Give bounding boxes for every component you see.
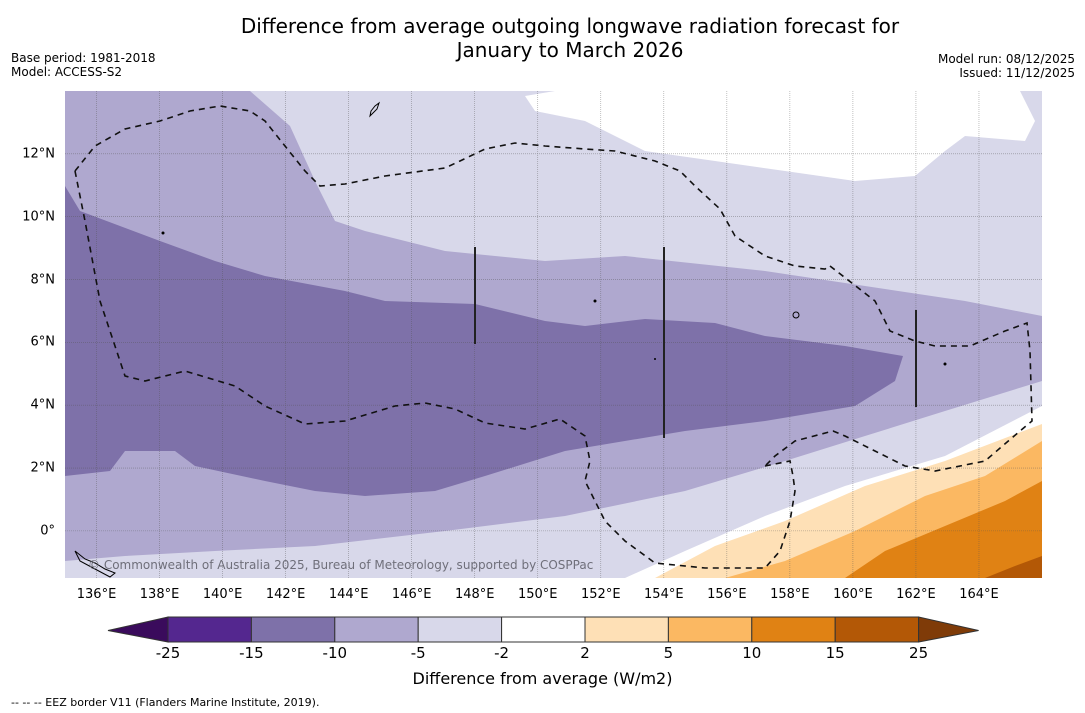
island-dot xyxy=(161,231,165,235)
colorbar-bin xyxy=(667,616,753,643)
island-new-guinea-coast xyxy=(74,550,116,578)
title-line-2: January to March 2026 xyxy=(456,38,684,62)
colorbar-tick-label: 25 xyxy=(909,644,929,662)
y-tick-label: 0° xyxy=(40,523,55,539)
x-tick-label: 142°E xyxy=(265,587,306,602)
model-name: Model: ACCESS-S2 xyxy=(11,65,123,79)
x-tick-label: 154°E xyxy=(644,587,684,602)
x-tick-label: 152°E xyxy=(581,587,621,602)
region-pos15-pos25 xyxy=(985,556,1042,578)
x-tick-label: 138°E xyxy=(139,587,180,602)
colorbar-tick-label: 15 xyxy=(825,644,845,662)
x-tick-label: 158°E xyxy=(770,587,810,602)
map-panel xyxy=(65,91,1042,578)
region-neg15-neg10 xyxy=(65,186,903,496)
x-tick-label: 146°E xyxy=(391,587,432,602)
colorbar-label: Difference from average (W/m2) xyxy=(412,669,673,688)
colorbar-extend-high xyxy=(918,616,979,643)
title-line-1: Difference from average outgoing longwav… xyxy=(240,14,900,38)
colorbar-bin xyxy=(501,616,586,643)
x-tick-label: 148°E xyxy=(454,587,495,602)
colorbar-tick-label: -15 xyxy=(239,644,264,662)
eez-border-south xyxy=(74,170,796,569)
x-tick-label: 136°E xyxy=(76,587,117,602)
island-dot xyxy=(943,362,947,366)
colorbar xyxy=(100,612,980,648)
x-tick-label: 162°E xyxy=(896,587,936,602)
x-tick-label: 140°E xyxy=(202,587,243,602)
colorbar-bin xyxy=(250,616,336,643)
model-info: Base period: 1981-2018 Model: ACCESS-S2 xyxy=(11,51,156,79)
region-pos10-pos15 xyxy=(845,481,1042,578)
colorbar-bin xyxy=(751,616,836,643)
map-svg xyxy=(65,91,1042,578)
y-tick-label: 12°N xyxy=(22,146,55,162)
colorbar-bin xyxy=(334,616,419,643)
colorbar-bin xyxy=(167,616,252,643)
island-pohnpei xyxy=(792,311,800,319)
island-guam xyxy=(369,101,380,118)
eez-border-east xyxy=(764,265,1033,472)
colorbar-bin xyxy=(417,616,503,643)
colorbar-tick-label: 2 xyxy=(580,644,590,662)
issued-date: Issued: 11/12/2025 xyxy=(959,66,1075,80)
y-tick-label: 6°N xyxy=(30,334,56,350)
y-tick-label: 2°N xyxy=(30,460,56,476)
region-neg2-pos2-north xyxy=(525,91,1035,181)
colorbar-tick-label: -10 xyxy=(322,644,348,662)
colorbar-tick-label: -2 xyxy=(494,644,510,662)
eez-footnote: -- -- -- EEZ border V11 (Flanders Marine… xyxy=(11,696,320,709)
copyright-notice: © Commonwealth of Australia 2025, Bureau… xyxy=(88,558,594,572)
colorbar-bin xyxy=(584,616,669,643)
x-tick-label: 144°E xyxy=(328,587,369,602)
eez-border-west xyxy=(74,105,831,270)
colorbar-tick-label: 10 xyxy=(742,644,762,662)
chart-title: Difference from average outgoing longwav… xyxy=(0,14,1085,62)
island-dot xyxy=(654,358,656,360)
y-tick-label: 10°N xyxy=(22,209,55,225)
y-tick-label: 8°N xyxy=(30,272,56,288)
colorbar-tick-label: 5 xyxy=(663,644,674,662)
colorbar-svg xyxy=(107,616,979,643)
colorbar-extend-low xyxy=(107,616,169,643)
x-tick-label: 150°E xyxy=(517,587,558,602)
x-tick-label: 164°E xyxy=(959,587,999,602)
colorbar-bin xyxy=(834,616,920,643)
base-period: Base period: 1981-2018 xyxy=(11,51,156,65)
colorbar-tick-label: -5 xyxy=(410,644,426,662)
model-run-date: Model run: 08/12/2025 xyxy=(937,52,1075,66)
y-tick-label: 4°N xyxy=(30,397,56,413)
island-dot xyxy=(593,299,597,303)
x-tick-label: 160°E xyxy=(833,587,873,602)
gridlines xyxy=(65,91,1042,578)
colorbar-tick-label: -25 xyxy=(155,644,181,662)
run-info: Model run: 08/12/2025 Issued: 11/12/2025 xyxy=(938,52,1075,80)
x-tick-label: 156°E xyxy=(707,587,747,602)
